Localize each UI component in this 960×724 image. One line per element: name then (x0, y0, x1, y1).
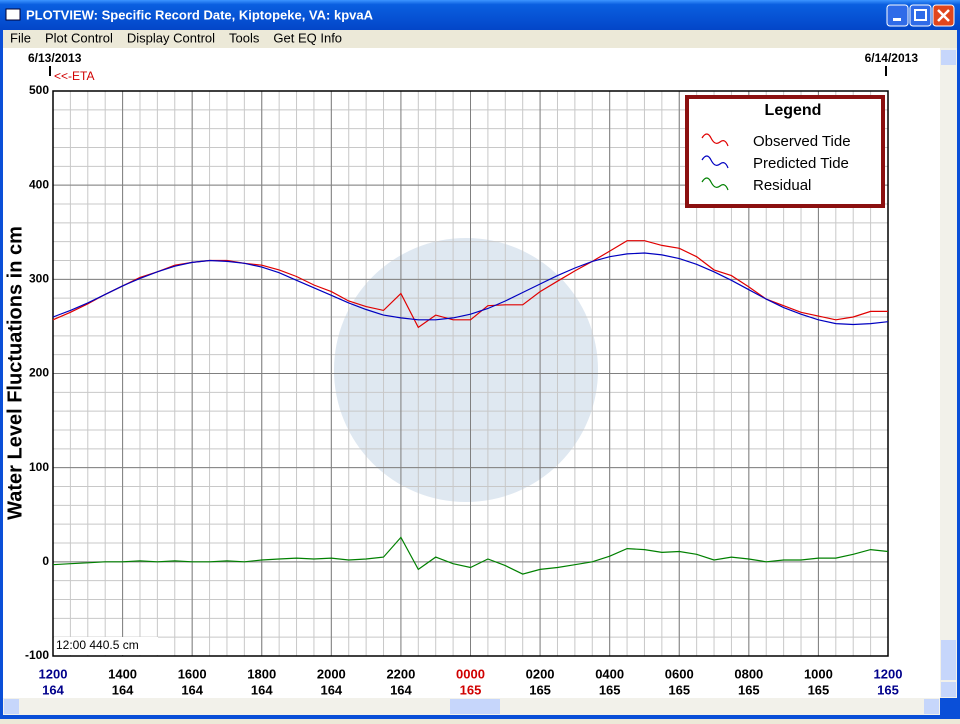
y-tick-label: 200 (29, 366, 49, 380)
x-tick-day: 164 (181, 682, 203, 697)
scroll-left[interactable] (4, 699, 19, 714)
minimize-button[interactable] (886, 4, 909, 27)
menu-bar (3, 30, 957, 48)
y-tick-label: 400 (29, 177, 49, 191)
y-axis-label: Water Level Fluctuations in cm (4, 226, 26, 520)
x-tick-day: 164 (390, 682, 412, 697)
close-icon (937, 9, 950, 22)
x-tick-label: 2000 (317, 666, 346, 681)
x-tick-label: 0400 (595, 666, 624, 681)
menu-item[interactable]: Plot Control (45, 30, 113, 45)
window-title: PLOTVIEW: Specific Record Date, Kiptopek… (26, 7, 374, 22)
annotation-bg (54, 637, 158, 655)
x-tick-label: 1200 (39, 666, 68, 681)
legend-swatch (701, 133, 729, 147)
menu-item[interactable]: Display Control (127, 30, 215, 45)
scroll-right[interactable] (924, 699, 939, 714)
legend-title: Legend (765, 102, 822, 119)
start-date: 6/13/2013 (28, 51, 82, 65)
eta-label: <<-ETA (54, 69, 94, 83)
x-tick-day: 165 (668, 682, 690, 697)
legend-box (685, 95, 885, 208)
watermark (334, 238, 598, 502)
minimize-icon (893, 18, 901, 21)
menu: File Plot Control Display Control Tools Get … (10, 30, 342, 45)
y-tick-label: -100 (25, 648, 49, 662)
x-tick-label: 1800 (247, 666, 276, 681)
maximize-button[interactable] (909, 4, 932, 27)
x-tick-label: 0600 (665, 666, 694, 681)
annotation: 12:00 440.5 cm (56, 638, 139, 652)
menu-item[interactable]: Get EQ Info (273, 30, 342, 45)
x-tick-day: 164 (112, 682, 134, 697)
x-tick-label: 0000 (456, 666, 485, 681)
x-tick-day: 165 (808, 682, 830, 697)
legend-label: Residual (753, 177, 811, 194)
legend-swatch (701, 177, 729, 191)
y-tick-label: 100 (29, 460, 49, 474)
x-tick-day: 165 (599, 682, 621, 697)
end-date: 6/14/2013 (865, 51, 919, 65)
x-tick-label: 1400 (108, 666, 137, 681)
title-bar (0, 0, 960, 30)
y-tick-label: 300 (29, 272, 49, 286)
y-tick-label: 500 (29, 83, 49, 97)
legend-label: Observed Tide (753, 133, 851, 150)
x-tick-label: 1600 (178, 666, 207, 681)
x-tick-label: 0800 (734, 666, 763, 681)
x-tick-day: 165 (460, 682, 482, 697)
x-tick-label: 1000 (804, 666, 833, 681)
x-tick-day: 164 (320, 682, 342, 697)
scroll-thumb[interactable] (941, 640, 956, 680)
series-line (52, 252, 889, 326)
scroll-thumb-h[interactable] (450, 699, 500, 714)
menu-item[interactable]: Tools (229, 30, 260, 45)
app-icon (5, 8, 21, 21)
x-tick-day: 164 (251, 682, 273, 697)
x-tick-label: 1200 (874, 666, 903, 681)
menu-item[interactable]: File (10, 30, 31, 45)
x-tick-day: 164 (42, 682, 64, 697)
x-tick-label: 0200 (526, 666, 555, 681)
plot-border (52, 90, 889, 657)
y-tick-label: 0 (42, 554, 49, 568)
series-line (52, 536, 889, 575)
maximize-icon (914, 9, 927, 21)
legend-label: Predicted Tide (753, 155, 849, 172)
plot: -100010020030040050012001641400164160016… (4, 51, 918, 697)
x-tick-label: 2200 (386, 666, 415, 681)
x-tick-day: 165 (877, 682, 899, 697)
scroll-down[interactable] (941, 682, 956, 697)
x-tick-day: 165 (738, 682, 760, 697)
scroll-up[interactable] (941, 50, 956, 65)
legend-swatch (701, 155, 729, 169)
x-tick-day: 165 (529, 682, 551, 697)
vertical-scrollbar[interactable] (940, 48, 957, 698)
